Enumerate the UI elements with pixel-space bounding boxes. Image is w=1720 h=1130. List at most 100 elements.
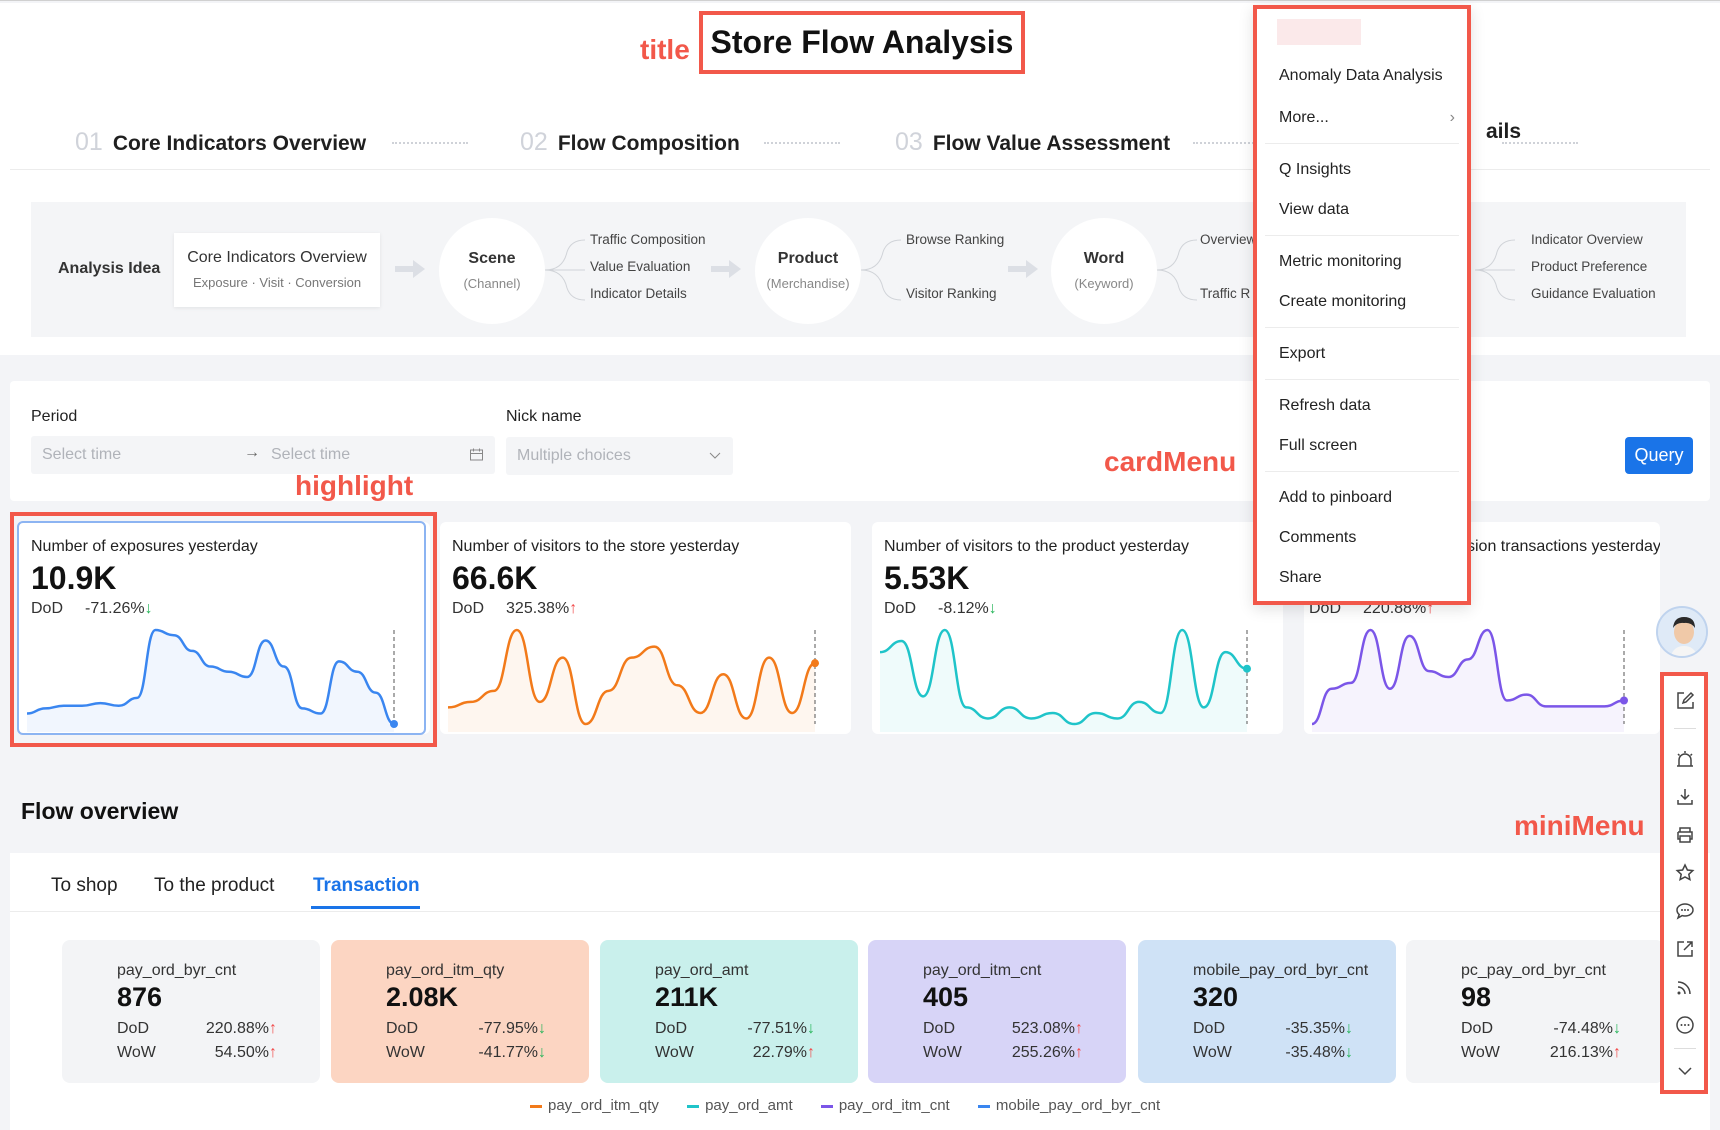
nick-name-select[interactable]: Multiple choices <box>506 437 733 475</box>
metric-value: 405 <box>923 982 969 1012</box>
arrow-up-icon: ↑ <box>269 1020 277 1037</box>
metric-wow: WoW 54.50%↑ <box>117 1044 277 1061</box>
avatar[interactable] <box>1656 606 1708 658</box>
arrow-down-icon: ↓ <box>1345 1044 1353 1061</box>
step-divider <box>764 142 840 144</box>
arrow-down-icon: ↓ <box>988 600 997 617</box>
arrow-right-icon: → <box>244 444 260 461</box>
edit-icon[interactable] <box>1674 690 1696 712</box>
active-tab-indicator <box>311 906 420 909</box>
sparkline-area <box>880 630 1247 732</box>
comment-icon[interactable] <box>1674 900 1696 922</box>
kpi-card-exposures[interactable]: Number of exposures yesterday 10.9K DoD -… <box>19 522 430 734</box>
arrow-down-icon: ↓ <box>538 1044 546 1061</box>
chevron-down-icon[interactable] <box>1674 1060 1696 1082</box>
branch-label: Indicator Overview <box>1531 232 1643 247</box>
legend-item: pay_ord_amt <box>687 1097 793 1114</box>
branch-label: Value Evaluation <box>590 259 691 274</box>
kpi-card-store-visitors[interactable]: Number of visitors to the store yesterda… <box>440 522 851 734</box>
menu-item-create-monitoring[interactable]: Create monitoring <box>1279 293 1407 310</box>
branch-label: Visitor Ranking <box>906 286 997 301</box>
word-node: Word (Keyword) <box>1051 218 1157 324</box>
arrow-down-icon: ↓ <box>144 600 153 617</box>
menu-item-export[interactable]: Export <box>1279 345 1326 362</box>
branch-label: Indicator Details <box>590 286 687 301</box>
calendar-icon[interactable] <box>469 447 484 462</box>
tab-transaction[interactable]: Transaction <box>313 875 420 896</box>
sparkline-area <box>448 630 815 732</box>
metric-name: pay_ord_itm_cnt <box>923 962 1042 979</box>
menu-item-metric-monitoring[interactable]: Metric monitoring <box>1279 253 1402 270</box>
metric-wow: WoW 22.79%↑ <box>655 1044 815 1061</box>
metric-value: 2.08K <box>386 982 459 1012</box>
menu-item-full-screen[interactable]: Full screen <box>1279 437 1358 454</box>
menu-item-share[interactable]: Share <box>1279 569 1322 586</box>
menu-item-q-insights[interactable]: Q Insights <box>1279 161 1352 178</box>
branch-label: Traffic R <box>1200 286 1251 301</box>
tab-to-shop[interactable]: To shop <box>51 875 118 896</box>
card-menu: Anomaly Data Analysis More... › Q Insight… <box>1253 5 1471 605</box>
step-3[interactable]: 03 Flow Value Assessment <box>895 128 1171 156</box>
metric-card-pc-pay-ord-byr-cnt[interactable]: pc_pay_ord_byr_cnt 98 DoD -74.48%↓ WoW 216.13… <box>1406 940 1664 1083</box>
metric-card-mobile-pay-ord-byr-cnt[interactable]: mobile_pay_ord_byr_cnt 320 DoD -35.35%↓ WoW -… <box>1138 940 1396 1083</box>
step-divider <box>1502 142 1578 144</box>
legend-item: pay_ord_itm_cnt <box>820 1097 950 1114</box>
analysis-idea-label: Analysis Idea <box>58 260 161 277</box>
star-icon[interactable] <box>1674 862 1696 884</box>
metric-dod: DoD -35.35%↓ <box>1193 1020 1353 1037</box>
share-icon[interactable] <box>1674 938 1696 960</box>
menu-item-add-to-pinboard[interactable]: Add to pinboard <box>1279 489 1392 506</box>
arrow-down-icon: ↓ <box>1345 1020 1353 1037</box>
tab-to-the-product[interactable]: To the product <box>154 875 275 896</box>
arrow-right-icon <box>395 260 425 278</box>
menu-item-anomaly-analysis[interactable]: Anomaly Data Analysis <box>1279 67 1443 84</box>
annotation-highlight: highlight <box>295 470 414 501</box>
query-button[interactable]: Query <box>1625 437 1693 474</box>
metric-card-pay-ord-itm-cnt[interactable]: pay_ord_itm_cnt 405 DoD 523.08%↑ WoW 255.26%↑ <box>868 940 1126 1083</box>
sparkline-last-point <box>390 720 398 728</box>
subscribe-icon[interactable] <box>1674 976 1696 998</box>
branch-label: Overview <box>1200 232 1257 247</box>
arrow-up-icon: ↑ <box>1075 1020 1083 1037</box>
kpi-card-product-visitors[interactable]: Number of visitors to the product yester… <box>872 522 1283 734</box>
print-icon[interactable] <box>1674 824 1696 846</box>
page-title: Store Flow Analysis <box>699 11 1025 74</box>
metric-card-pay-ord-amt[interactable]: pay_ord_amt 211K DoD -77.51%↓ WoW 22.79%↑ <box>600 940 858 1083</box>
branch-label: Browse Ranking <box>906 232 1005 247</box>
menu-item-comments[interactable]: Comments <box>1279 529 1357 546</box>
step-4-partial[interactable]: ails <box>1486 120 1522 143</box>
metric-name: mobile_pay_ord_byr_cnt <box>1193 962 1369 979</box>
start-time-input[interactable]: Select time <box>42 446 122 463</box>
menu-item-more[interactable]: More... › <box>1279 109 1455 126</box>
arrow-right-icon <box>711 260 741 278</box>
metric-card-pay-ord-byr-cnt[interactable]: pay_ord_byr_cnt 876 DoD 220.88%↑ WoW 54.50%↑ <box>62 940 320 1083</box>
end-time-input[interactable]: Select time <box>271 446 351 463</box>
period-range-input[interactable]: Select time → Select time <box>31 436 495 474</box>
annotation-cardmenu: cardMenu <box>1104 446 1237 477</box>
branch-lines <box>861 239 901 301</box>
annotation-title: title <box>640 34 690 65</box>
download-icon[interactable] <box>1674 786 1696 808</box>
arrow-up-icon: ↑ <box>1613 1044 1621 1061</box>
alarm-icon[interactable] <box>1674 748 1696 770</box>
metric-dod: DoD 220.88%↑ <box>117 1020 277 1037</box>
product-visitors-sparkline <box>879 628 1251 732</box>
core-indicators-card: Core Indicators Overview Exposure · Visi… <box>174 233 380 307</box>
sparkline-last-point <box>811 659 819 668</box>
branch-label: Guidance Evaluation <box>1531 286 1656 301</box>
branch-label: Traffic Composition <box>590 232 706 247</box>
sparkline-last-point <box>1243 664 1251 673</box>
branch-label: Product Preference <box>1531 259 1648 274</box>
more-icon[interactable] <box>1674 1014 1696 1036</box>
product-node: Product (Merchandise) <box>755 218 861 324</box>
tabs-divider <box>10 911 1660 912</box>
menu-item-view-data[interactable]: View data <box>1279 201 1349 218</box>
metric-card-pay-ord-itm-qty[interactable]: pay_ord_itm_qty 2.08K DoD -77.95%↓ WoW -41.77… <box>331 940 589 1083</box>
nick-name-placeholder: Multiple choices <box>517 447 631 464</box>
legend-item: pay_ord_itm_qty <box>530 1097 659 1114</box>
step-2[interactable]: 02 Flow Composition <box>520 128 740 156</box>
metric-value: 98 <box>1461 982 1492 1012</box>
metric-value: 876 <box>117 982 163 1012</box>
step-1[interactable]: 01 Core Indicators Overview <box>75 128 367 156</box>
menu-item-refresh-data[interactable]: Refresh data <box>1279 397 1371 414</box>
